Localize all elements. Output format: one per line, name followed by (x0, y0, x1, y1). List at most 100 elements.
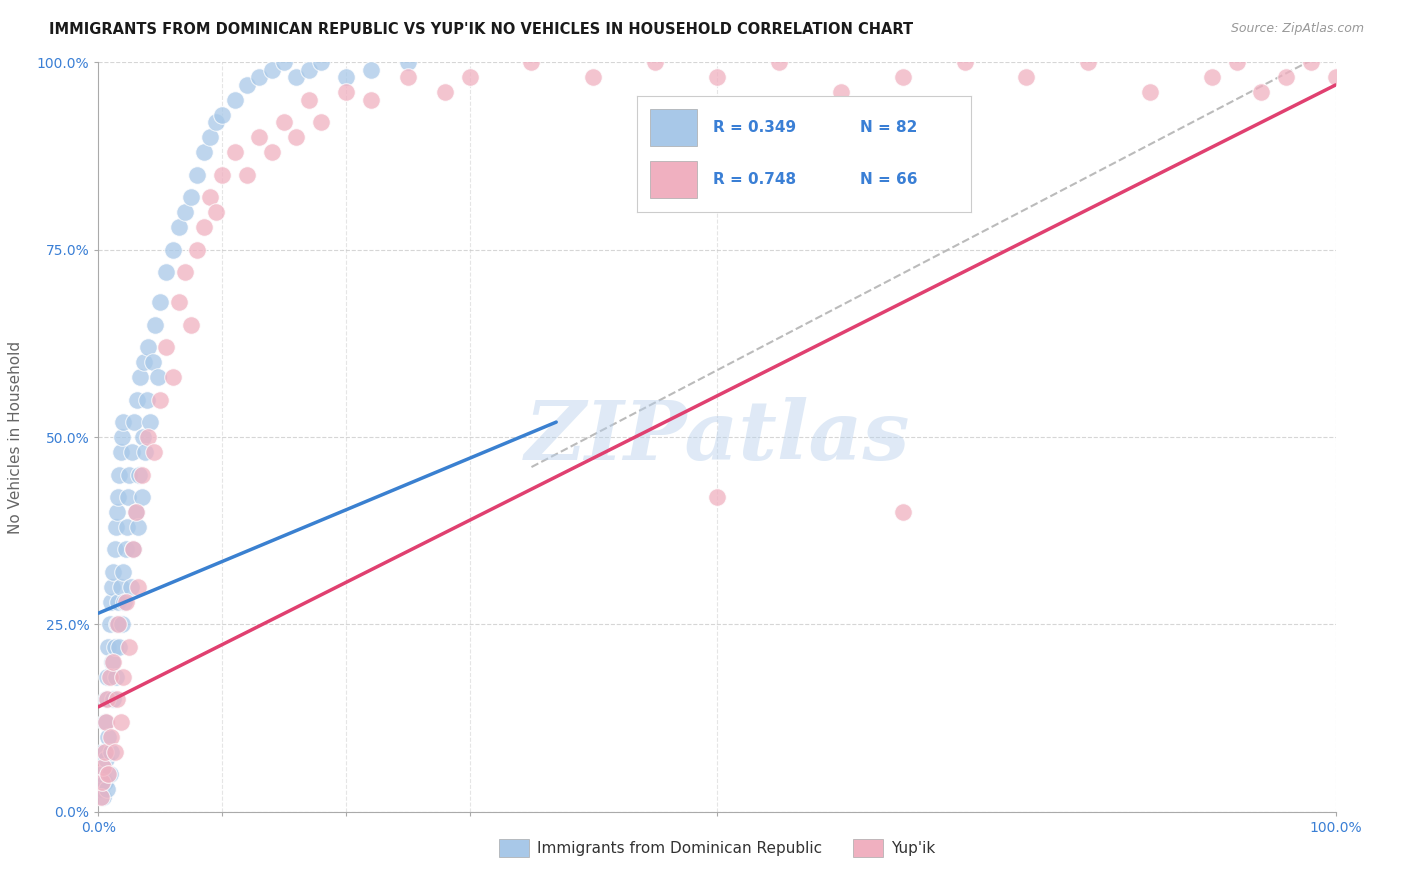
Point (309, 55, 332, 70)
Point (174, 265, 197, 279)
Point (114, 542, 136, 557)
Point (186, 168, 208, 182)
Point (127, 580, 149, 594)
Point (224, 93, 246, 107)
Point (103, 542, 125, 557)
Point (94, 692, 117, 706)
Point (107, 617, 129, 632)
Point (155, 265, 177, 279)
Point (124, 505, 146, 519)
Point (93, 745, 115, 759)
Point (110, 714, 132, 729)
Point (101, 655, 124, 669)
Point (198, 190, 221, 204)
Point (112, 595, 135, 609)
Point (396, 55, 419, 70)
Point (111, 430, 134, 444)
Point (100, 745, 122, 759)
Point (260, 145, 283, 160)
Point (273, 55, 295, 70)
Point (198, 130, 221, 145)
Point (107, 490, 129, 504)
Point (193, 220, 215, 235)
Point (108, 640, 131, 654)
Point (134, 355, 156, 369)
Point (247, 130, 270, 145)
Y-axis label: No Vehicles in Household: No Vehicles in Household (8, 341, 22, 533)
Point (285, 130, 308, 145)
Point (93, 760, 115, 774)
Point (129, 370, 152, 384)
Point (433, 86, 456, 100)
Point (162, 243, 184, 257)
Point (335, 86, 357, 100)
Point (93, 714, 115, 729)
Point (143, 318, 166, 332)
Point (260, 62, 283, 77)
Point (360, 93, 382, 107)
Point (298, 93, 321, 107)
Point (211, 108, 233, 122)
Point (174, 205, 197, 219)
Point (520, 55, 543, 70)
Point (298, 62, 321, 77)
Point (953, 55, 976, 70)
Point (91, 767, 114, 781)
Point (167, 295, 190, 310)
Point (118, 467, 141, 482)
Point (1201, 70, 1223, 85)
Point (103, 640, 125, 654)
Point (1077, 55, 1099, 70)
Point (139, 415, 162, 429)
Point (91, 774, 114, 789)
Point (90, 782, 112, 797)
Point (224, 145, 246, 160)
Point (118, 640, 141, 654)
Point (247, 70, 270, 85)
Point (121, 445, 143, 459)
Point (111, 617, 134, 632)
Point (125, 392, 148, 407)
Point (103, 692, 125, 706)
Point (309, 115, 332, 129)
Point (162, 370, 184, 384)
Legend: Immigrants from Dominican Republic, Yup'ik: Immigrants from Dominican Republic, Yup'… (499, 838, 935, 856)
Point (149, 295, 172, 310)
Point (236, 78, 259, 92)
Point (458, 70, 481, 85)
Point (104, 670, 127, 684)
Point (105, 505, 128, 519)
Point (335, 70, 357, 85)
Point (135, 392, 157, 407)
Point (1139, 86, 1161, 100)
Point (96, 692, 118, 706)
Point (127, 520, 149, 534)
Point (110, 580, 132, 594)
Point (211, 168, 233, 182)
Point (273, 115, 295, 129)
Point (193, 145, 215, 160)
Point (1275, 70, 1298, 85)
Point (644, 55, 666, 70)
Point (120, 580, 142, 594)
Point (101, 580, 124, 594)
Point (186, 243, 208, 257)
Point (103, 655, 125, 669)
Point (180, 318, 202, 332)
Point (122, 542, 145, 557)
Point (108, 467, 131, 482)
Point (134, 445, 156, 459)
Point (107, 595, 129, 609)
Point (114, 595, 136, 609)
Point (98, 670, 121, 684)
Point (124, 415, 146, 429)
Point (93, 789, 115, 804)
Text: Source: ZipAtlas.com: Source: ZipAtlas.com (1230, 22, 1364, 36)
Point (706, 490, 728, 504)
Point (98, 617, 121, 632)
Point (155, 340, 177, 354)
Point (122, 542, 145, 557)
Point (97, 767, 120, 781)
Point (94, 752, 117, 766)
Point (112, 565, 135, 579)
